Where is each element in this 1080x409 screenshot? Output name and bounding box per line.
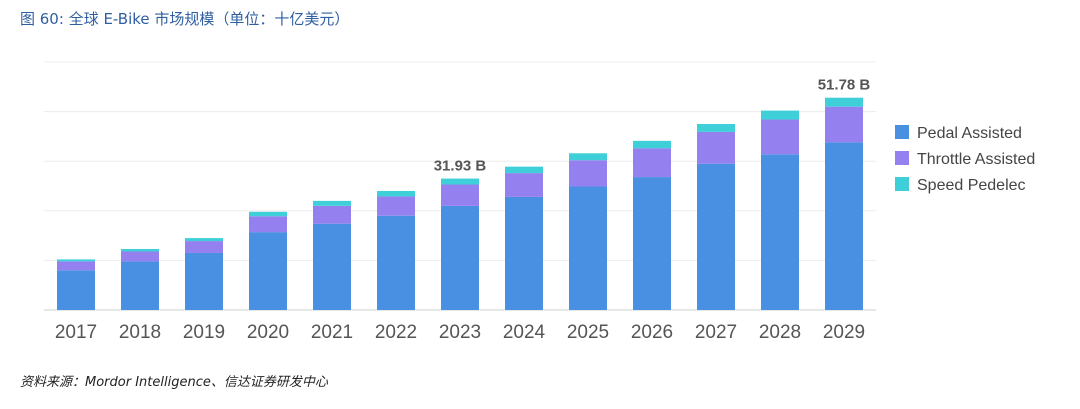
legend-swatch (895, 177, 909, 191)
bar-2019-series-1 (185, 241, 223, 253)
bar-2021-series-2 (313, 200, 351, 206)
bar-2026-series-2 (633, 140, 671, 149)
bar-2022-series-1 (377, 196, 415, 216)
x-tick-label: 2019 (183, 322, 225, 343)
bar-2018-series-0 (121, 261, 159, 310)
bar-2022-series-2 (377, 190, 415, 197)
bar-2017-series-2 (57, 259, 95, 262)
annotations: 31.93 B 51.78 B (434, 77, 871, 175)
x-axis-ticks: 2017 2018 2019 2020 2021 2022 2023 2024 2025 2026… (55, 322, 865, 343)
bar-2029-series-1 (825, 106, 863, 143)
data-label: 31.93 B (434, 158, 487, 175)
bar-2024-series-1 (505, 173, 543, 197)
bar-2021-series-1 (313, 205, 351, 224)
chart-title: 图 60: 全球 E-Bike 市场规模（单位：十亿美元） (20, 10, 350, 28)
data-label: 51.78 B (818, 77, 871, 94)
bar-2020-series-0 (249, 232, 287, 310)
x-tick-label: 2029 (823, 322, 865, 343)
bar-2028-series-0 (761, 154, 799, 310)
x-tick-label: 2022 (375, 322, 417, 343)
x-tick-label: 2026 (631, 322, 673, 343)
bar-2023-series-1 (441, 184, 479, 206)
x-tick-label: 2020 (247, 322, 289, 343)
bar-2025-series-1 (569, 160, 607, 187)
bar-2024-series-2 (505, 166, 543, 174)
x-tick-label: 2024 (503, 322, 546, 343)
bar-2019-series-0 (185, 252, 223, 310)
bar-2025-series-2 (569, 153, 607, 161)
bars (57, 97, 863, 310)
bar-2017-series-0 (57, 270, 95, 310)
legend: Pedal Assisted Throttle Assisted Speed Ped… (895, 125, 1035, 194)
x-tick-label: 2028 (759, 322, 801, 343)
bar-2020-series-2 (249, 211, 287, 217)
x-tick-label: 2018 (119, 322, 161, 343)
bar-2021-series-0 (313, 223, 351, 310)
legend-swatch (895, 151, 909, 165)
bar-2018-series-1 (121, 251, 159, 262)
bar-2027-series-0 (697, 163, 735, 310)
legend-label: Pedal Assisted (917, 125, 1022, 142)
bar-2027-series-2 (697, 124, 735, 132)
x-tick-label: 2017 (55, 322, 97, 343)
legend-label: Speed Pedelec (917, 177, 1026, 194)
x-tick-label: 2023 (439, 322, 481, 343)
bar-2028-series-1 (761, 119, 799, 155)
bar-2025-series-0 (569, 186, 607, 310)
bar-2017-series-1 (57, 261, 95, 271)
bar-2029-series-2 (825, 97, 863, 107)
bar-2026-series-0 (633, 177, 671, 310)
bar-2024-series-0 (505, 196, 543, 310)
x-tick-label: 2027 (695, 322, 737, 343)
bar-2023-series-2 (441, 178, 479, 185)
bar-2020-series-1 (249, 216, 287, 233)
source-note: 资料来源：Mordor Intelligence、信达证券研发中心 (20, 375, 328, 390)
bar-2019-series-2 (185, 238, 223, 242)
legend-swatch (895, 125, 909, 139)
bar-2028-series-2 (761, 110, 799, 120)
bar-2018-series-2 (121, 248, 159, 252)
legend-label: Throttle Assisted (917, 151, 1035, 168)
bar-2026-series-1 (633, 148, 671, 178)
x-tick-label: 2025 (567, 322, 609, 343)
bar-2023-series-0 (441, 205, 479, 310)
bar-2027-series-1 (697, 131, 735, 164)
x-tick-label: 2021 (311, 322, 353, 343)
bar-2022-series-0 (377, 215, 415, 310)
bar-2029-series-0 (825, 142, 863, 310)
